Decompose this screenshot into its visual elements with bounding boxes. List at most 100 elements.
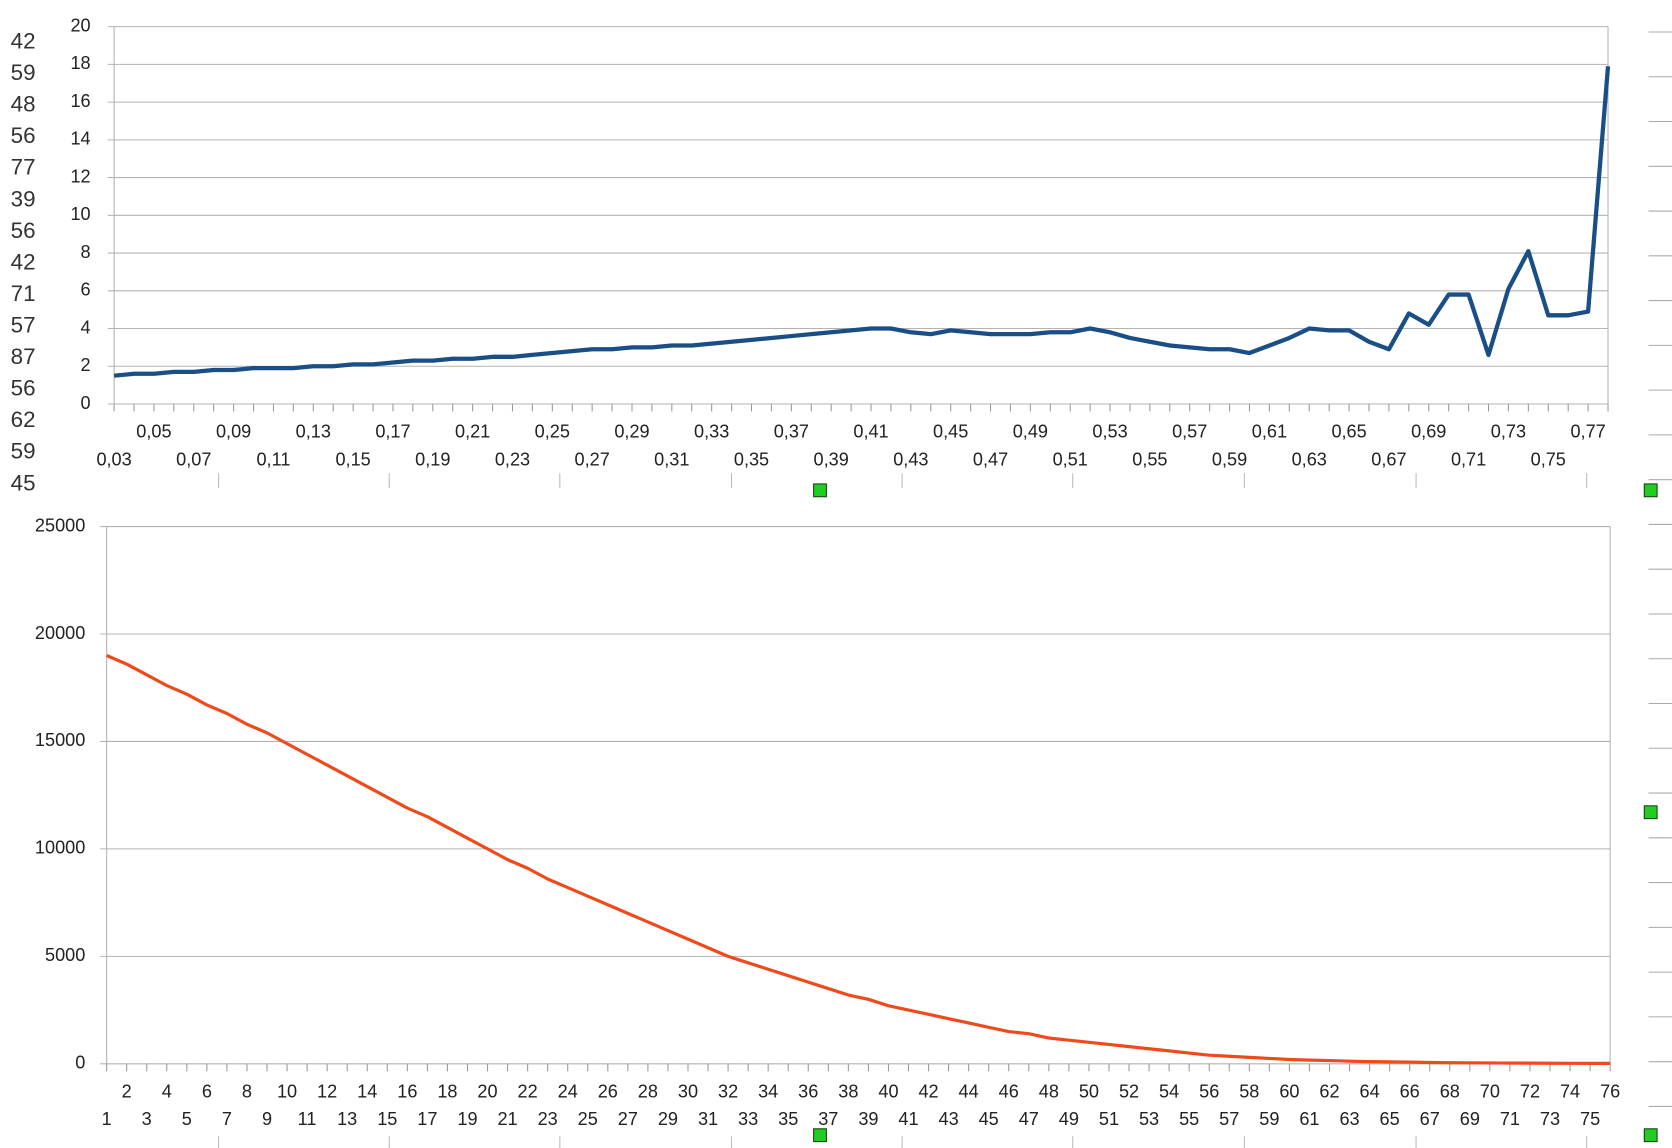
y-tick-label: 4 [81, 317, 91, 337]
selection-handle [1643, 1128, 1658, 1143]
x-tick-label: 0,75 [1531, 449, 1566, 469]
x-tick-label: 11 [298, 1109, 317, 1129]
x-tick-label: 76 [1600, 1081, 1620, 1101]
x-tick-label: 55 [1179, 1109, 1199, 1129]
x-tick-label: 75 [1580, 1109, 1600, 1129]
x-tick-label: 0,35 [734, 449, 769, 469]
x-tick-label: 12 [317, 1081, 337, 1101]
x-tick-label: 64 [1360, 1081, 1380, 1101]
x-tick-label: 65 [1380, 1109, 1400, 1129]
x-tick-label: 0,07 [176, 449, 211, 469]
selection-handle [1643, 805, 1658, 820]
x-tick-label: 0,65 [1331, 422, 1366, 442]
y-tick-label: 18 [70, 53, 90, 73]
x-tick-label: 23 [538, 1109, 558, 1129]
sheet-cell: 39 [11, 186, 36, 211]
y-tick-label: 20 [70, 15, 90, 35]
x-tick-label: 51 [1099, 1109, 1119, 1129]
x-tick-label: 59 [1259, 1109, 1279, 1129]
x-tick-label: 6 [202, 1081, 212, 1101]
x-tick-label: 0,13 [296, 422, 331, 442]
x-tick-label: 41 [898, 1109, 918, 1129]
x-tick-label: 25 [578, 1109, 598, 1129]
x-tick-label: 69 [1460, 1109, 1480, 1129]
x-tick-label: 0,41 [853, 422, 888, 442]
x-tick-label: 74 [1560, 1081, 1580, 1101]
sheet-cell: 57 [11, 313, 36, 338]
x-tick-label: 0,27 [575, 449, 610, 469]
y-tick-label: 5000 [45, 945, 85, 965]
sheet-cell: 59 [11, 60, 36, 85]
x-tick-label: 0,55 [1132, 449, 1167, 469]
sheet-cell: 62 [11, 407, 36, 432]
x-tick-label: 0,77 [1570, 422, 1605, 442]
y-tick-label: 14 [70, 129, 90, 149]
x-tick-label: 66 [1400, 1081, 1420, 1101]
y-tick-label: 12 [70, 166, 90, 186]
x-tick-label: 62 [1319, 1081, 1339, 1101]
x-tick-label: 26 [598, 1081, 618, 1101]
x-tick-label: 0,49 [1013, 422, 1048, 442]
sheet-cell: 87 [11, 344, 36, 369]
x-tick-label: 20 [477, 1081, 497, 1101]
y-tick-label: 0 [75, 1053, 85, 1073]
x-tick-label: 53 [1139, 1109, 1159, 1129]
y-tick-label: 10 [70, 204, 90, 224]
sheet-cell: 45 [11, 470, 36, 495]
x-tick-label: 37 [818, 1109, 838, 1129]
x-tick-label: 0,53 [1092, 422, 1127, 442]
sheet-cell: 56 [11, 376, 36, 401]
x-tick-label: 0,37 [774, 422, 809, 442]
x-tick-label: 0,17 [375, 422, 410, 442]
x-tick-label: 0,71 [1451, 449, 1486, 469]
selection-handle [1643, 483, 1658, 498]
x-tick-label: 70 [1480, 1081, 1500, 1101]
y-tick-label: 16 [70, 91, 90, 111]
x-tick-label: 0,47 [973, 449, 1008, 469]
x-tick-label: 7 [222, 1109, 232, 1129]
x-tick-label: 38 [838, 1081, 858, 1101]
x-tick-label: 0,63 [1292, 449, 1327, 469]
x-tick-label: 0,05 [136, 422, 171, 442]
x-tick-label: 34 [758, 1081, 778, 1101]
x-tick-label: 68 [1440, 1081, 1460, 1101]
x-tick-label: 71 [1500, 1109, 1520, 1129]
x-tick-label: 21 [497, 1109, 517, 1129]
y-tick-label: 10000 [35, 838, 85, 858]
x-tick-label: 50 [1079, 1081, 1099, 1101]
x-tick-label: 29 [658, 1109, 678, 1129]
x-tick-label: 54 [1159, 1081, 1179, 1101]
x-tick-label: 0,45 [933, 422, 968, 442]
x-tick-label: 58 [1239, 1081, 1259, 1101]
x-tick-label: 2 [122, 1081, 132, 1101]
y-tick-label: 6 [81, 280, 91, 300]
x-tick-label: 39 [858, 1109, 878, 1129]
x-tick-label: 42 [918, 1081, 938, 1101]
x-tick-label: 0,19 [415, 449, 450, 469]
x-tick-label: 17 [417, 1109, 437, 1129]
x-tick-label: 35 [778, 1109, 798, 1129]
data-line [106, 654, 1611, 1065]
x-tick-label: 16 [397, 1081, 417, 1101]
x-tick-label: 0,33 [694, 422, 729, 442]
x-tick-label: 0,29 [614, 422, 649, 442]
x-tick-label: 36 [798, 1081, 818, 1101]
x-tick-label: 0,39 [814, 449, 849, 469]
selection-handle [813, 1128, 827, 1143]
x-tick-label: 56 [1199, 1081, 1219, 1101]
x-tick-label: 0,73 [1491, 422, 1526, 442]
x-tick-label: 0,25 [535, 422, 570, 442]
x-tick-label: 27 [618, 1109, 638, 1129]
sheet-cell: 42 [11, 29, 36, 54]
x-tick-label: 44 [959, 1081, 979, 1101]
x-tick-label: 73 [1540, 1109, 1560, 1129]
sheet-cell: 56 [11, 123, 36, 148]
x-tick-label: 0,59 [1212, 449, 1247, 469]
y-tick-label: 0 [81, 393, 91, 413]
chart-area [42, 0, 1643, 468]
x-tick-label: 0,11 [256, 449, 290, 469]
x-tick-label: 0,51 [1053, 449, 1088, 469]
x-tick-label: 3 [142, 1109, 152, 1129]
